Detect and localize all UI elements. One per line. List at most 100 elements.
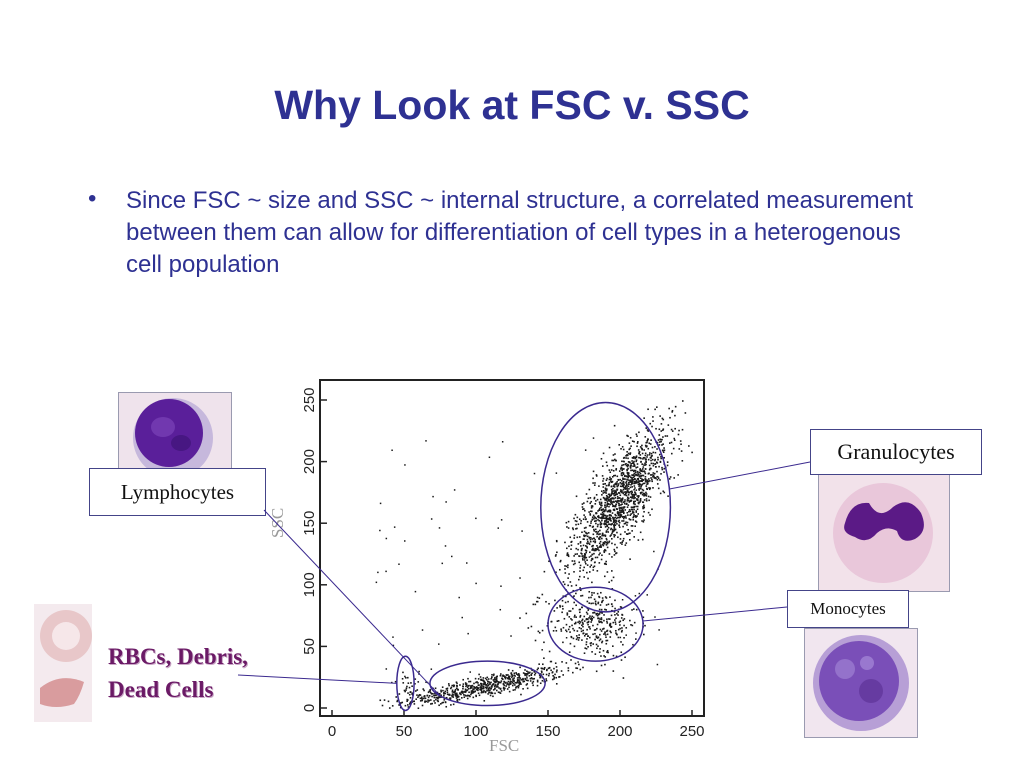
data-point xyxy=(628,501,631,503)
data-point xyxy=(629,464,632,467)
data-point xyxy=(586,613,589,615)
data-point xyxy=(611,459,613,462)
data-point xyxy=(584,516,587,518)
data-point xyxy=(641,448,643,450)
data-point xyxy=(435,696,438,699)
data-point xyxy=(614,513,616,516)
data-point xyxy=(613,494,616,497)
data-point xyxy=(576,630,579,632)
data-point xyxy=(652,416,654,418)
data-point xyxy=(624,463,627,466)
data-point xyxy=(480,691,483,694)
data-point xyxy=(602,510,605,513)
data-point xyxy=(467,688,470,690)
data-point xyxy=(446,693,449,695)
data-point xyxy=(551,678,554,681)
data-point xyxy=(577,621,579,624)
data-point xyxy=(634,478,636,480)
data-point xyxy=(594,602,597,605)
data-point xyxy=(606,630,608,633)
data-point xyxy=(575,528,577,530)
data-point xyxy=(602,542,605,545)
data-point xyxy=(445,501,447,503)
data-point xyxy=(440,689,442,692)
data-point xyxy=(677,474,679,476)
data-point xyxy=(466,562,468,564)
data-point xyxy=(444,690,447,693)
data-point xyxy=(421,696,423,699)
data-point xyxy=(604,506,606,508)
data-point xyxy=(644,436,647,438)
data-point xyxy=(590,617,592,619)
data-point xyxy=(604,488,607,490)
data-point xyxy=(526,670,528,673)
data-point xyxy=(600,516,603,519)
data-point xyxy=(657,477,660,480)
data-point xyxy=(427,701,429,703)
data-point xyxy=(575,667,577,669)
data-point xyxy=(589,618,592,620)
data-point xyxy=(543,657,545,660)
data-point xyxy=(410,682,412,684)
data-point xyxy=(586,521,589,523)
data-point xyxy=(635,638,637,640)
data-point xyxy=(525,675,528,677)
data-point xyxy=(619,511,622,514)
data-point xyxy=(645,491,647,494)
data-point xyxy=(565,565,568,568)
data-point xyxy=(641,463,644,466)
data-point xyxy=(506,682,509,684)
data-point xyxy=(580,522,582,525)
data-point xyxy=(634,500,637,503)
data-point xyxy=(579,542,582,544)
data-point xyxy=(612,645,614,647)
data-point xyxy=(645,461,647,464)
data-point xyxy=(599,540,602,543)
data-point xyxy=(444,692,447,695)
data-point xyxy=(620,472,623,475)
data-point xyxy=(599,545,601,548)
data-point xyxy=(598,549,600,552)
data-point xyxy=(598,485,600,487)
data-point xyxy=(583,530,586,533)
data-point xyxy=(585,526,587,529)
data-point xyxy=(586,600,589,603)
data-point xyxy=(658,444,661,446)
data-point xyxy=(599,517,602,519)
data-point xyxy=(401,701,404,704)
data-point xyxy=(516,677,519,679)
data-point xyxy=(617,478,620,481)
data-point xyxy=(604,487,607,490)
data-point xyxy=(490,685,493,688)
data-point xyxy=(583,620,586,622)
data-point xyxy=(614,528,617,531)
data-point xyxy=(626,533,629,535)
data-point xyxy=(601,534,603,537)
data-point xyxy=(608,623,611,626)
data-point xyxy=(605,604,608,606)
data-point xyxy=(571,619,573,621)
data-point xyxy=(480,690,483,693)
data-point xyxy=(596,612,599,615)
data-point xyxy=(463,696,466,699)
data-point xyxy=(583,538,585,540)
data-point xyxy=(575,520,578,523)
data-point xyxy=(433,696,436,699)
data-point xyxy=(604,632,606,634)
data-point xyxy=(466,695,469,697)
data-point xyxy=(575,635,578,637)
data-point xyxy=(635,466,637,469)
data-point xyxy=(417,707,420,710)
data-point xyxy=(634,471,637,474)
data-point xyxy=(603,522,606,524)
data-point xyxy=(638,592,641,595)
data-point xyxy=(464,682,467,684)
data-point xyxy=(559,559,562,562)
data-point xyxy=(578,555,581,558)
data-point xyxy=(591,558,594,560)
data-point xyxy=(379,529,381,532)
data-point xyxy=(566,526,568,528)
lymphocytes-leader xyxy=(263,509,441,697)
data-point xyxy=(644,462,646,465)
data-point xyxy=(606,620,608,623)
